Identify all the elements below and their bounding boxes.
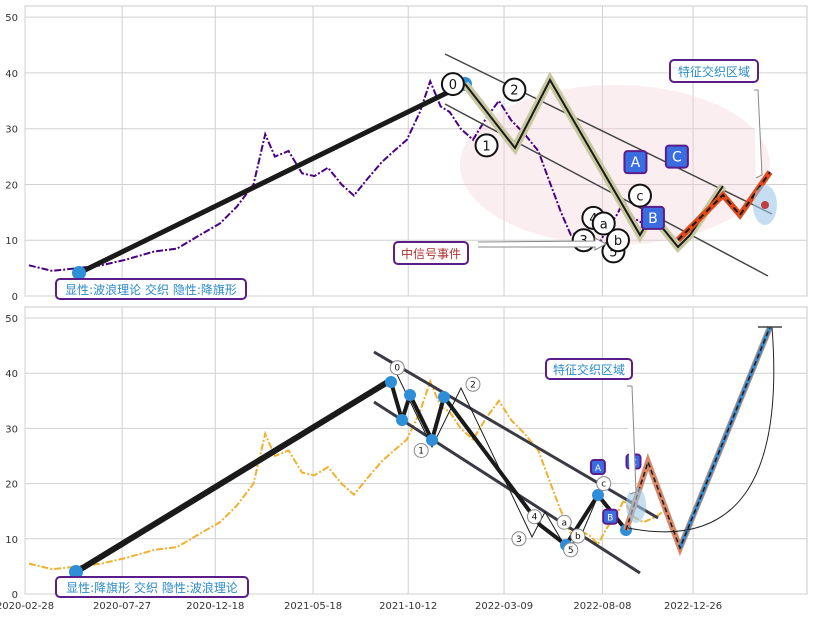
wave-label-circle — [413, 443, 429, 458]
bottom-series — [28, 378, 664, 571]
wave-label-text: C — [672, 150, 682, 166]
wave-label-text: 2 — [470, 380, 476, 390]
wave-label-text: 0 — [394, 364, 400, 374]
wave-label-text: 2 — [510, 84, 518, 99]
wave-label-text: 1 — [482, 139, 490, 154]
bottom-bottom-label: 显性:降旗形 交织 隐性:波浪理论 — [55, 576, 249, 598]
bottom-wave-labels: 012345abcABC — [389, 360, 642, 558]
x-tick-label: 2022-03-09 — [475, 601, 533, 612]
y-tick-label: 40 — [5, 69, 18, 80]
wave-label-box — [623, 150, 648, 175]
top-trend-line — [77, 81, 467, 276]
wave-label-text: 4 — [532, 513, 538, 523]
top-zone-text: 特征交织区域 — [678, 64, 750, 79]
wave-label-box — [664, 144, 689, 169]
y-tick-label: 50 — [5, 314, 18, 325]
wave-label-text: b — [614, 234, 622, 249]
top-zone-ellipse — [460, 85, 770, 245]
wave-label-box — [602, 508, 619, 525]
y-tick-label: 50 — [5, 13, 18, 24]
x-tick-label: 2022-12-26 — [664, 601, 722, 612]
wave-label-text: 5 — [568, 546, 574, 556]
top-red-dot — [761, 201, 769, 209]
top-signal-text: 中信号事件 — [401, 246, 461, 261]
wave-label-circle — [563, 542, 579, 558]
x-tick-label: 2021-05-18 — [284, 601, 342, 612]
top-bottom-text: 显性:波浪理论 交织 隐性:降旗形 — [65, 282, 237, 297]
wave-label-text: 3 — [516, 535, 522, 545]
wave-label-circle — [556, 514, 572, 530]
top-zone-arrow — [754, 89, 763, 179]
wave-label-text: B — [648, 211, 658, 227]
y-tick-label: 20 — [5, 480, 18, 491]
bottom-zone-text: 特征交织区域 — [553, 362, 625, 377]
bottom-start-point — [69, 565, 83, 579]
top-signal-arrow — [477, 237, 608, 251]
wave-label-text: a — [561, 518, 567, 528]
wave-label-circle — [591, 211, 616, 236]
wave-label-circle — [596, 476, 612, 492]
x-tick-label: 2020-07-27 — [93, 601, 151, 612]
wave-label-circle — [570, 528, 586, 544]
y-tick-label: 40 — [5, 369, 18, 380]
price-series-line — [28, 378, 664, 571]
wave-label-text: 5 — [609, 245, 617, 260]
y-tick-label: 10 — [5, 236, 18, 247]
wave-label-circle — [526, 509, 542, 525]
wave-label-circle — [502, 77, 527, 102]
bottom-x-ticks: 2020-02-28 2020-07-27 2020-12-18 2021-05-18… — [0, 601, 722, 612]
wave-label-box — [589, 459, 606, 476]
wave-label-circle — [511, 531, 527, 547]
wave-label-text: c — [636, 190, 643, 205]
bottom-y-ticks: 0 10 20 30 40 50 — [5, 314, 18, 601]
bottom-zone-arrow — [627, 385, 637, 495]
y-tick-label: 0 — [12, 590, 18, 601]
y-tick-label: 30 — [5, 125, 18, 136]
top-zone-label: 特征交织区域 — [669, 59, 759, 83]
wave-label-text: 0 — [449, 78, 457, 93]
wave-label-text: B — [607, 514, 613, 524]
x-tick-label: 2020-02-28 — [0, 601, 54, 612]
x-tick-label: 2022-08-08 — [573, 601, 631, 612]
bottom-blue-glow — [626, 487, 646, 523]
wave-label-circle — [605, 228, 630, 253]
bottom-projection-band — [623, 325, 773, 557]
wave-label-text: 1 — [418, 447, 424, 457]
wave-label-circle — [389, 360, 405, 376]
wave-label-text: c — [601, 480, 606, 490]
top-y-ticks: 0 10 20 30 40 50 — [5, 13, 18, 303]
wave-label-circle — [474, 133, 499, 158]
wave-label-text: A — [631, 155, 641, 171]
wave-label-text: A — [595, 464, 602, 474]
bottom-bottom-text: 显性:降旗形 交织 隐性:波浪理论 — [66, 580, 238, 595]
wave-label-text: a — [600, 218, 608, 233]
bottom-arc — [627, 326, 775, 533]
bottom-trend-line — [74, 377, 393, 575]
wave-label-circle — [465, 376, 481, 392]
top-bottom-label: 显性:波浪理论 交织 隐性:降旗形 — [55, 278, 247, 300]
top-abc-line — [677, 171, 771, 241]
wave-label-text: b — [575, 532, 581, 542]
bottom-channel-upper — [373, 350, 659, 520]
y-tick-label: 30 — [5, 424, 18, 435]
wave-label-circle — [627, 183, 652, 208]
y-tick-label: 10 — [5, 535, 18, 546]
x-tick-label: 2020-12-18 — [186, 601, 244, 612]
y-tick-label: 0 — [12, 292, 18, 303]
bottom-zone-label: 特征交织区域 — [545, 358, 633, 380]
bottom-projection-line — [625, 326, 771, 551]
wave-label-box — [640, 205, 665, 230]
top-start-point — [72, 266, 86, 280]
wave-label-circle — [440, 72, 465, 97]
top-signal-label: 中信号事件 — [393, 241, 469, 265]
top-grid — [24, 6, 807, 297]
y-tick-label: 20 — [5, 180, 18, 191]
bottom-channel-lower — [373, 400, 641, 575]
x-tick-label: 2021-10-12 — [379, 601, 437, 612]
